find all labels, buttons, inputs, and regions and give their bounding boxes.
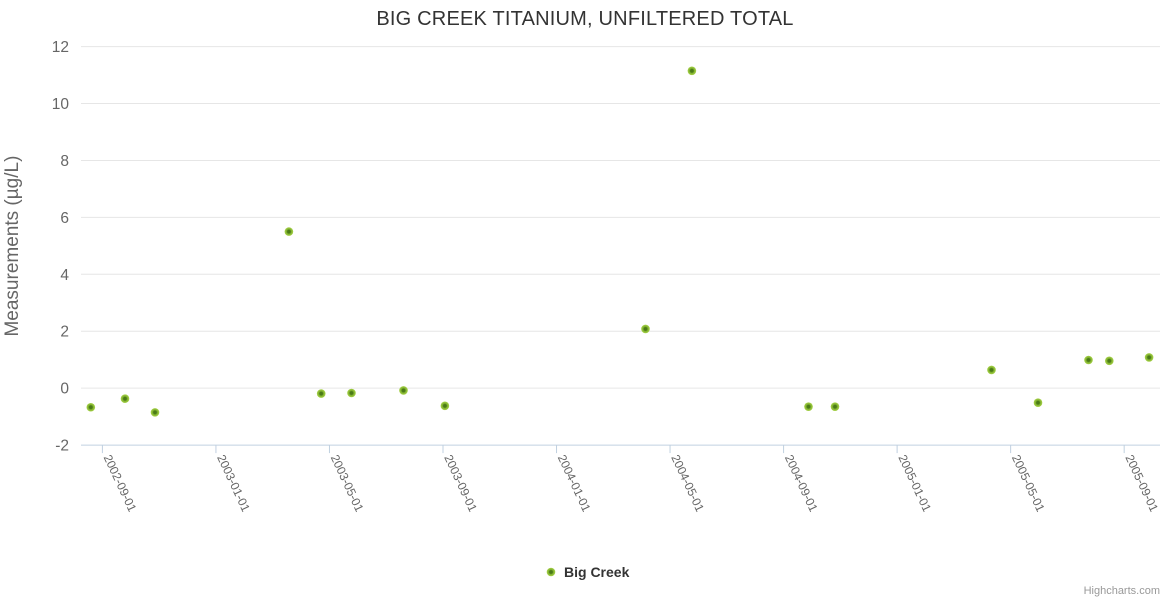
svg-text:2004-05-01: 2004-05-01 — [668, 452, 707, 514]
svg-text:Measurements (µg/L): Measurements (µg/L) — [2, 156, 23, 337]
svg-text:2002-09-01: 2002-09-01 — [101, 452, 140, 514]
svg-text:8: 8 — [60, 153, 69, 170]
svg-text:0: 0 — [60, 381, 69, 398]
svg-text:2005-09-01: 2005-09-01 — [1122, 452, 1161, 514]
svg-text:2004-09-01: 2004-09-01 — [782, 452, 821, 514]
svg-text:2004-01-01: 2004-01-01 — [555, 452, 594, 514]
svg-text:10: 10 — [52, 96, 70, 113]
svg-text:6: 6 — [60, 210, 69, 227]
svg-text:Highcharts.com: Highcharts.com — [1084, 585, 1160, 597]
svg-text:-2: -2 — [55, 438, 69, 455]
svg-text:2003-09-01: 2003-09-01 — [441, 452, 480, 514]
svg-text:12: 12 — [52, 39, 69, 56]
svg-text:2003-05-01: 2003-05-01 — [328, 452, 367, 514]
svg-text:2005-01-01: 2005-01-01 — [895, 452, 934, 514]
svg-text:Big Creek: Big Creek — [564, 564, 630, 580]
svg-text:2: 2 — [60, 324, 69, 341]
svg-text:4: 4 — [60, 267, 69, 284]
svg-text:2003-01-01: 2003-01-01 — [214, 452, 253, 514]
svg-text:2005-05-01: 2005-05-01 — [1009, 452, 1048, 514]
